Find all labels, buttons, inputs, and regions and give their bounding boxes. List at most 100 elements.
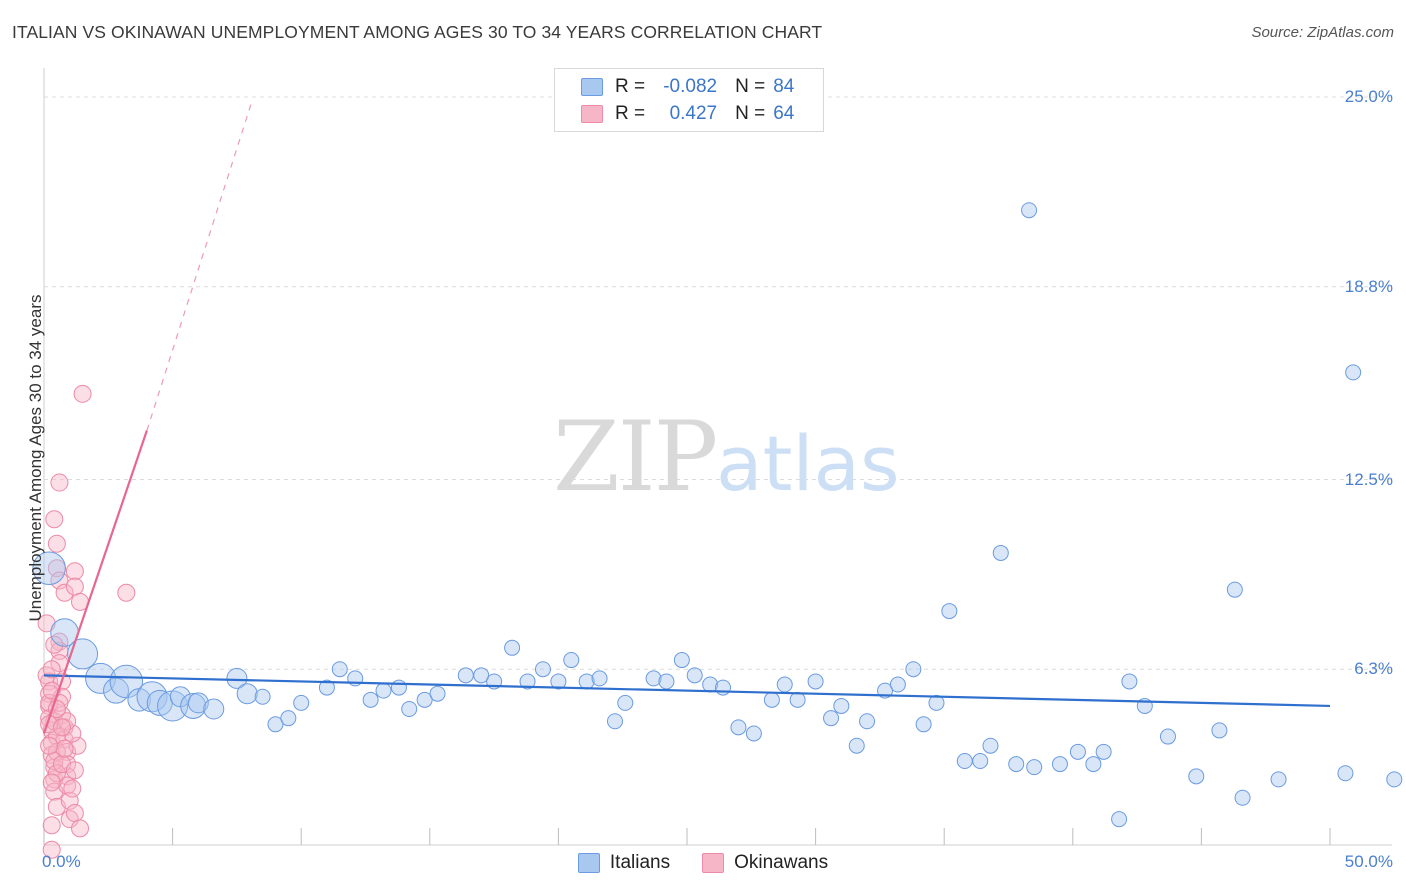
italians-point — [293, 694, 310, 711]
legend-n-value: 64 — [773, 103, 795, 124]
legend-r-value: -0.082 — [663, 76, 718, 97]
italians-point — [267, 716, 284, 733]
italians-point — [928, 694, 945, 711]
legend-item-okinawans[interactable]: Okinawans — [702, 852, 828, 874]
italians-point — [1085, 756, 1102, 773]
italians-point — [956, 753, 973, 770]
x-tick-max: 50.0% — [1344, 852, 1393, 871]
okinawans-point — [53, 718, 72, 737]
italians-point — [645, 670, 662, 687]
y-tick-label: 6.3% — [1354, 659, 1393, 679]
y-tick-label: 18.8% — [1344, 276, 1393, 296]
okinawans-point — [65, 804, 84, 823]
italians-legend-swatch — [577, 853, 600, 873]
series-legend: Italians Okinawans — [0, 852, 1406, 874]
legend-item-italians[interactable]: Italians — [577, 852, 670, 874]
okinawans-point — [65, 577, 84, 596]
italians-point — [331, 661, 348, 678]
okinawans-point — [73, 384, 92, 403]
italians-point — [1121, 673, 1138, 690]
okinawans-legend-swatch — [702, 853, 725, 873]
okinawans-point — [71, 819, 90, 838]
italians-point — [982, 737, 999, 754]
okinawans-point — [47, 534, 66, 553]
italians-point — [1226, 581, 1243, 598]
italians-point — [457, 667, 474, 684]
italians-points — [32, 202, 1403, 828]
italians-point — [1159, 728, 1176, 745]
trend-lines — [42, 99, 1331, 734]
italians-point — [32, 551, 66, 585]
italians-point — [1111, 811, 1128, 828]
okinawans-point — [45, 510, 64, 529]
okinawans-point — [42, 816, 61, 835]
italians-point — [362, 691, 379, 708]
italians-point — [730, 719, 747, 736]
italians-point — [429, 685, 446, 702]
italians-point — [889, 676, 906, 693]
legend-r-value: 0.427 — [669, 103, 718, 124]
legend-n-label: N = — [735, 103, 766, 124]
grid — [44, 96, 1392, 670]
watermark: ZIP atlas — [553, 401, 900, 513]
okinawans-point — [45, 635, 64, 654]
italians-point — [745, 725, 762, 742]
source-label: Source: ZipAtlas.com — [1251, 24, 1394, 41]
legend-r-label: R = — [615, 76, 646, 97]
italians-point — [180, 692, 207, 719]
italians-point — [136, 681, 168, 713]
italians-point — [1234, 789, 1251, 806]
okinawans-point — [37, 614, 56, 633]
italians-point — [686, 667, 703, 684]
italians-point — [606, 713, 623, 730]
okinawans-swatch — [581, 105, 603, 123]
italians-point — [534, 661, 551, 678]
italians-point — [859, 713, 876, 730]
italians-point — [318, 679, 335, 696]
okinawans-point — [42, 840, 61, 859]
chart-title: ITALIAN VS OKINAWAN UNEMPLOYMENT AMONG A… — [12, 22, 823, 42]
legend-row-italians: R = -0.082 N = 84 — [555, 74, 794, 100]
okinawans-point — [50, 473, 69, 492]
italians-point — [1051, 756, 1068, 773]
x-tick-min: 0.0% — [42, 852, 81, 871]
italians-point — [1345, 364, 1362, 381]
legend-row-okinawans: R = 0.427 N = 64 — [555, 101, 794, 127]
okinawans-point — [58, 776, 77, 795]
italians-point — [1095, 743, 1112, 760]
italians-point — [591, 670, 608, 687]
correlation-legend: R = -0.082 N = 84 R = 0.427 N = 64 — [554, 68, 824, 132]
italians-point — [823, 710, 840, 727]
italians-point — [776, 676, 793, 693]
okinawans-point — [42, 773, 61, 792]
italians-point — [992, 544, 1009, 561]
italians-point — [1021, 202, 1038, 219]
y-axis-label: Unemployment Among Ages 30 to 34 years — [26, 294, 45, 622]
italians-point — [617, 694, 634, 711]
italians-point — [504, 639, 521, 656]
italians-point — [473, 667, 490, 684]
italians-point — [1069, 743, 1086, 760]
italians-point — [280, 710, 297, 727]
legend-n-label: N = — [735, 76, 766, 97]
italians-point — [673, 652, 690, 669]
okinawans-point — [40, 736, 59, 755]
italians-point — [1211, 722, 1228, 739]
okinawans-point — [65, 761, 84, 780]
okinawans-legend-label: Okinawans — [734, 852, 829, 873]
italians-point — [915, 716, 932, 733]
okinawans-points — [37, 384, 136, 859]
legend-n-value: 84 — [773, 76, 795, 97]
italians-point — [715, 679, 732, 696]
okinawans-point — [60, 810, 79, 829]
watermark-zip: ZIP — [553, 401, 716, 513]
italians-point — [226, 667, 248, 689]
italians-point — [905, 661, 922, 678]
italians-point — [789, 691, 806, 708]
italians-point — [519, 673, 536, 690]
italians-point — [390, 679, 407, 696]
italians-point — [1386, 771, 1403, 788]
italians-point — [972, 753, 989, 770]
okinawans-trend-line — [42, 430, 148, 734]
okinawans-point — [47, 764, 66, 783]
